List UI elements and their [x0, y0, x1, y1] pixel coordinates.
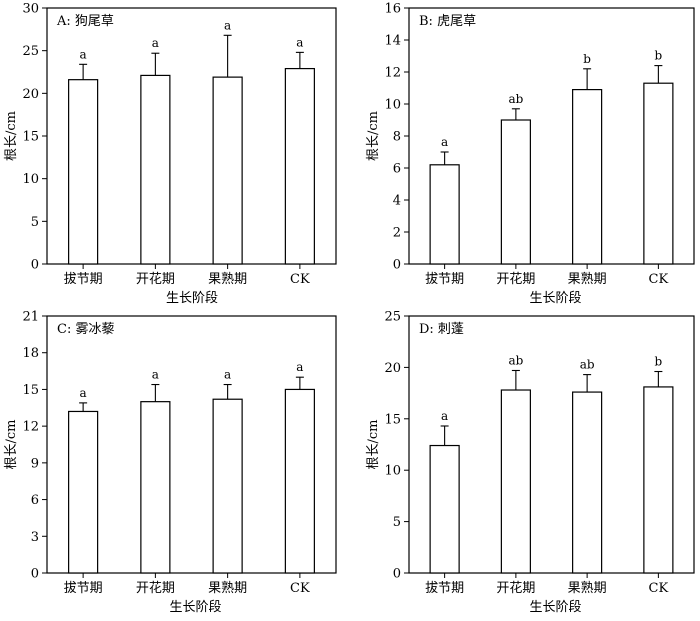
- bar-2: [140, 74, 171, 265]
- x-category-label: 拔节期: [425, 272, 464, 287]
- bar-2: [500, 119, 531, 265]
- plot-frame: [46, 315, 337, 574]
- y-tick-label: 16: [384, 2, 401, 17]
- panel-title: D: 刺蓬: [419, 322, 464, 337]
- y-tick-label: 14: [384, 34, 401, 49]
- bar-1: [68, 79, 99, 265]
- y-tick-label: 0: [393, 258, 401, 273]
- shared-x-axis-title: 生长阶段: [166, 291, 218, 306]
- significance-label: a: [224, 368, 231, 382]
- y-tick-label: 2: [393, 226, 401, 241]
- y-tick-label: 5: [393, 515, 401, 530]
- y-tick-label: 3: [31, 530, 39, 545]
- bar-4: [284, 67, 315, 265]
- bar-3: [572, 391, 603, 574]
- x-category-label: 果熟期: [568, 580, 607, 596]
- significance-label: a: [441, 409, 448, 423]
- x-category-label: 开花期: [496, 580, 535, 596]
- y-tick-label: 15: [384, 412, 401, 427]
- y-tick-label: 0: [31, 258, 39, 273]
- significance-label: a: [80, 47, 87, 61]
- chart-panel-4: 0 5 10 15 20 25 根长/cm D: 刺蓬 a 拔节期 ab 开花期 ab 果熟期 b CK 生长阶…: [366, 310, 695, 615]
- x-category-label: 开花期: [136, 580, 175, 596]
- significance-label: a: [296, 360, 303, 374]
- significance-label: b: [583, 52, 591, 66]
- x-category-label: 果熟期: [208, 271, 247, 287]
- y-tick-label: 6: [31, 493, 39, 508]
- y-tick-label: 6: [393, 162, 401, 177]
- x-category-label: 果熟期: [208, 580, 247, 596]
- y-tick-label: 10: [384, 98, 401, 113]
- x-category-label: CK: [290, 272, 310, 287]
- significance-label: b: [655, 355, 663, 369]
- y-tick-label: 9: [31, 456, 39, 471]
- significance-label: a: [441, 135, 448, 149]
- bar-4: [643, 82, 674, 265]
- y-tick-label: 4: [393, 194, 401, 209]
- chart-panel-2: 0 2 4 6 8 10 12 14 16 根长/cm B: 虎尾草 a 拔节期 ab 开花期 b 果熟期 b CK…: [366, 2, 695, 306]
- bar-3: [212, 76, 243, 265]
- x-category-label: CK: [649, 581, 669, 596]
- y-tick-label: 10: [384, 464, 401, 479]
- significance-label: ab: [508, 92, 523, 106]
- bar-1: [429, 164, 460, 265]
- bar-2: [500, 389, 531, 574]
- y-tick-label: 25: [22, 44, 39, 59]
- x-axis-title: 生长阶段: [529, 291, 581, 306]
- chart-panel-3: 0 3 6 9 12 15 18 21 根长/cm C: 雾冰藜 a 拔节期 a 开花期 a 果熟期 a CK 生长…: [4, 310, 337, 615]
- y-tick-label: 20: [22, 87, 39, 102]
- significance-label: a: [152, 368, 159, 382]
- x-category-label: 果熟期: [568, 271, 607, 287]
- y-tick-label: 8: [393, 130, 401, 145]
- y-tick-label: 10: [22, 172, 39, 187]
- chart-panel-1: 0 5 10 15 20 25 30 根长/cm A: 狗尾草 a 拔节期 a 开花期 a 果熟期 a CK: [4, 2, 337, 287]
- y-tick-label: 21: [22, 310, 39, 325]
- bar-4: [284, 388, 315, 574]
- x-category-label: CK: [290, 581, 310, 596]
- significance-label: ab: [580, 358, 595, 372]
- y-axis-title: 根长/cm: [366, 420, 381, 470]
- y-tick-label: 20: [384, 361, 401, 376]
- y-tick-label: 25: [384, 310, 401, 325]
- bar-1: [429, 444, 460, 574]
- plot-frame: [408, 315, 695, 574]
- y-tick-label: 18: [22, 346, 39, 361]
- y-axis-title: 根长/cm: [366, 111, 381, 161]
- y-tick-label: 0: [31, 567, 39, 582]
- y-tick-label: 30: [22, 2, 39, 17]
- x-axis-title: 生长阶段: [169, 600, 221, 615]
- x-category-label: 拔节期: [64, 581, 103, 596]
- x-category-label: CK: [649, 272, 669, 287]
- bar-1: [68, 410, 99, 574]
- significance-label: a: [152, 36, 159, 50]
- y-axis-title: 根长/cm: [4, 420, 19, 470]
- bar-2: [140, 401, 171, 574]
- x-category-label: 开花期: [496, 271, 535, 287]
- x-category-label: 拔节期: [64, 272, 103, 287]
- significance-label: b: [655, 49, 663, 63]
- y-tick-label: 5: [31, 215, 39, 230]
- y-tick-label: 12: [22, 420, 39, 435]
- panel-title: A: 狗尾草: [56, 14, 114, 29]
- panel-title: C: 雾冰藜: [57, 322, 114, 337]
- y-tick-label: 0: [393, 567, 401, 582]
- y-tick-label: 15: [22, 383, 39, 398]
- y-tick-label: 12: [384, 66, 401, 81]
- significance-label: a: [296, 35, 303, 49]
- x-category-label: 拔节期: [425, 581, 464, 596]
- panel-title: B: 虎尾草: [419, 14, 476, 29]
- bar-3: [572, 88, 603, 265]
- bar-4: [643, 386, 674, 574]
- bar-3: [212, 398, 243, 574]
- significance-label: a: [80, 386, 87, 400]
- significance-label: ab: [508, 353, 523, 367]
- x-axis-title: 生长阶段: [529, 600, 581, 615]
- y-tick-label: 15: [22, 130, 39, 145]
- x-category-label: 开花期: [136, 271, 175, 287]
- y-axis-title: 根长/cm: [4, 111, 19, 161]
- significance-label: a: [224, 18, 231, 32]
